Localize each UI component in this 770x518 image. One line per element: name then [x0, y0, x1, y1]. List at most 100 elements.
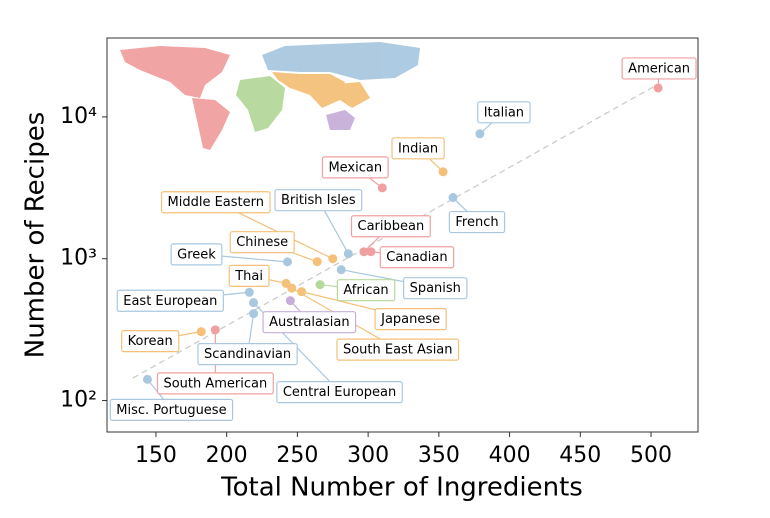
label-box — [321, 156, 389, 179]
point — [448, 193, 458, 203]
point — [297, 287, 307, 297]
point — [244, 287, 254, 297]
point-label: British Isles — [274, 189, 363, 212]
label-box — [170, 243, 223, 266]
y-axis-title: Number of Recipes — [21, 112, 51, 359]
y-tick-label: 10² — [60, 388, 97, 413]
point-label: South East Asian — [336, 338, 460, 361]
point-label: Italian — [477, 101, 531, 124]
point — [142, 374, 152, 384]
label-box — [379, 246, 455, 269]
label-text: Indian — [398, 141, 438, 156]
label-box — [274, 189, 363, 212]
point — [249, 298, 259, 308]
label-text: Chinese — [236, 235, 288, 250]
label-text: Thai — [234, 269, 263, 284]
label-box — [350, 215, 431, 238]
x-tick-label: 450 — [559, 443, 601, 468]
point — [653, 83, 663, 93]
point — [282, 257, 292, 267]
label-text: Korean — [128, 334, 173, 349]
label-text: French — [455, 215, 498, 230]
x-tick-label: 400 — [489, 443, 531, 468]
point-label: Indian — [391, 137, 445, 160]
label-text: African — [343, 283, 388, 298]
label-text: Misc. Portuguese — [116, 403, 226, 418]
label-text: South American — [163, 376, 267, 391]
point-label: Chinese — [229, 231, 295, 254]
label-text: South East Asian — [343, 343, 453, 358]
point-label: Korean — [121, 330, 180, 353]
label-box — [336, 338, 460, 361]
point — [475, 129, 485, 139]
point — [343, 249, 353, 259]
label-box — [621, 57, 697, 80]
label-box — [262, 311, 357, 334]
point-label: Australasian — [262, 311, 357, 334]
label-text: Italian — [484, 105, 524, 120]
label-box — [276, 381, 403, 404]
point — [312, 257, 322, 267]
point-label: Thai — [228, 264, 270, 287]
point-label: Central European — [276, 381, 403, 404]
point — [336, 265, 346, 275]
point — [285, 296, 295, 306]
point — [366, 247, 376, 257]
point-label: Caribbean — [350, 215, 431, 238]
point — [315, 280, 325, 290]
point-label: Mexican — [321, 156, 389, 179]
label-text: Japanese — [380, 312, 440, 327]
point-label: French — [448, 210, 506, 234]
label-box — [391, 137, 445, 160]
label-box — [109, 398, 234, 421]
label-text: American — [628, 61, 690, 76]
label-text: Mexican — [328, 160, 382, 175]
plot-frame — [106, 37, 699, 433]
point — [210, 325, 220, 335]
label-text: Spanish — [410, 281, 461, 296]
point-label: American — [621, 57, 697, 80]
point-label: Japanese — [374, 308, 447, 331]
label-box — [160, 191, 271, 214]
point-label: East European — [116, 289, 224, 312]
point — [359, 247, 369, 257]
x-tick-label: 200 — [206, 443, 248, 468]
label-text: British Isles — [281, 193, 356, 208]
label-text: Australasian — [269, 315, 349, 330]
label-box — [336, 279, 396, 302]
label-box — [477, 101, 531, 124]
point-label: South American — [156, 372, 274, 395]
point — [287, 283, 297, 293]
y-tick-label: 10³ — [60, 246, 97, 271]
points — [142, 83, 663, 384]
point-label: Middle Eastern — [160, 191, 271, 214]
point-label: Spanish — [402, 277, 468, 300]
point — [328, 254, 338, 264]
label-box — [374, 308, 447, 331]
x-tick-label: 150 — [135, 443, 177, 468]
x-tick-label: 350 — [418, 443, 460, 468]
label-box — [116, 289, 224, 312]
label-text: Canadian — [386, 250, 447, 265]
x-tick-label: 500 — [630, 443, 672, 468]
world-map — [120, 42, 420, 150]
y-tick-label: 10⁴ — [60, 104, 97, 129]
label-box — [228, 264, 270, 287]
x-axis-title: Total Number of Ingredients — [220, 473, 583, 503]
label-text: Greek — [177, 247, 216, 262]
point — [249, 309, 259, 319]
label-box — [229, 231, 295, 254]
x-tick-label: 250 — [276, 443, 318, 468]
point — [196, 327, 206, 337]
label-box — [121, 330, 180, 353]
label-text: Central European — [283, 385, 396, 400]
x-tick-label: 300 — [347, 443, 389, 468]
label-box — [156, 372, 274, 395]
label-box — [448, 210, 506, 234]
label-text: Scandinavian — [204, 347, 291, 362]
label-box — [197, 343, 298, 366]
point-label: Scandinavian — [197, 343, 298, 366]
point-label: African — [336, 279, 396, 302]
label-text: Middle Eastern — [168, 195, 264, 210]
